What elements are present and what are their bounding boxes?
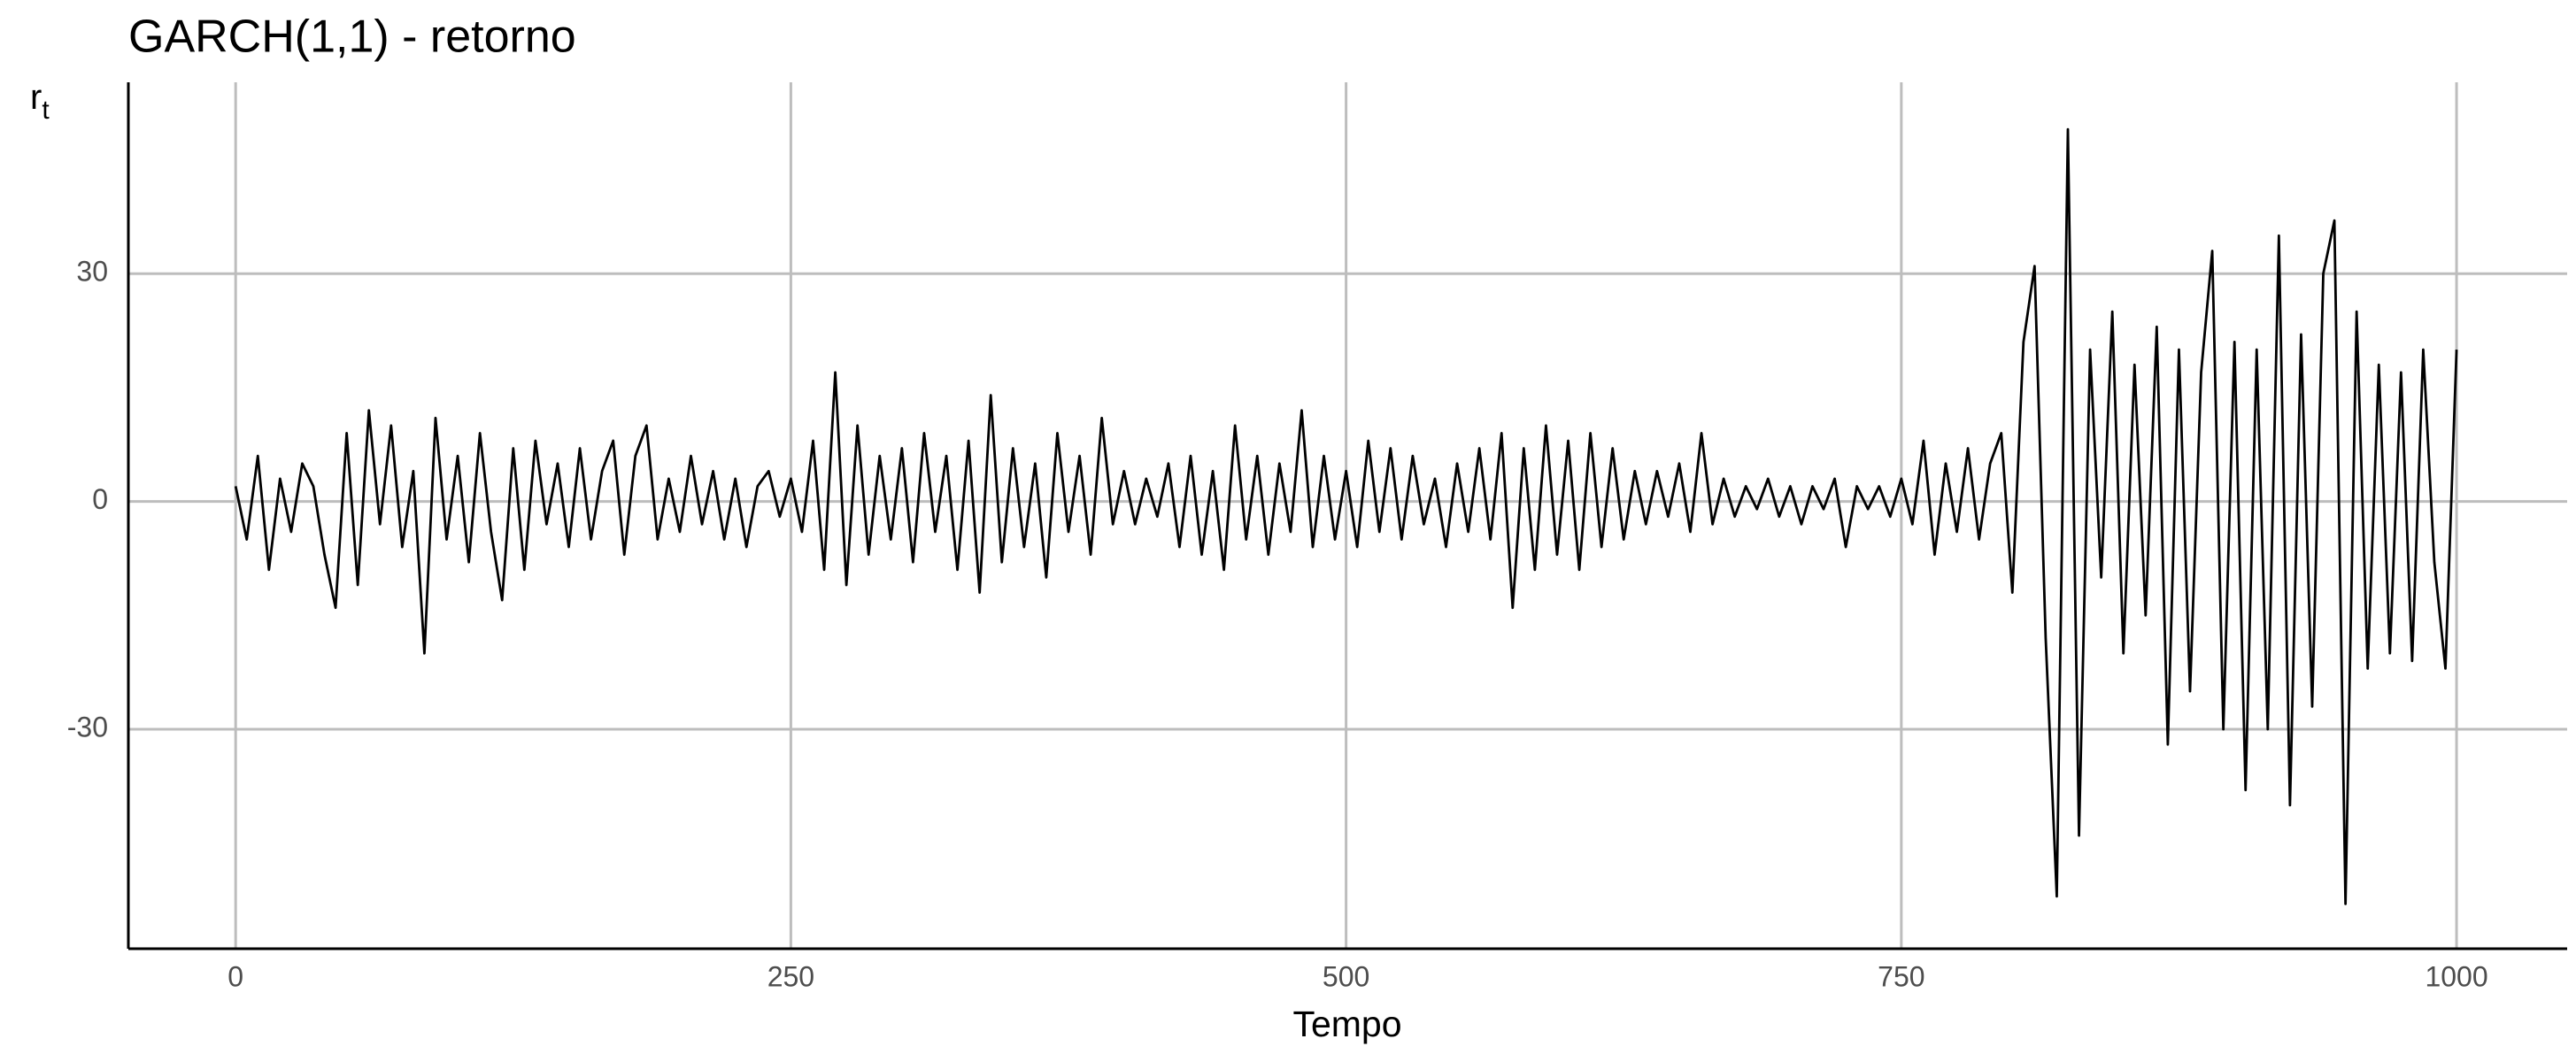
y-label: r [30, 78, 42, 117]
y-axis-title: rt [30, 78, 50, 125]
x-tick-label: 500 [1323, 960, 1369, 992]
series-line [234, 127, 2458, 905]
x-tick-label: 1000 [2425, 960, 2487, 992]
y-tick-label: 30 [76, 256, 108, 288]
x-axis-title: Tempo [1292, 1004, 1401, 1044]
x-tick-label: 0 [228, 960, 243, 992]
y-label-subscript: t [42, 96, 50, 125]
chart-title: GARCH(1,1) - retorno [128, 12, 576, 63]
y-tick-label: 0 [92, 483, 108, 515]
x-tick-label: 750 [1878, 960, 1924, 992]
y-tick-label: -30 [67, 711, 108, 743]
x-tick-label: 250 [767, 960, 814, 992]
